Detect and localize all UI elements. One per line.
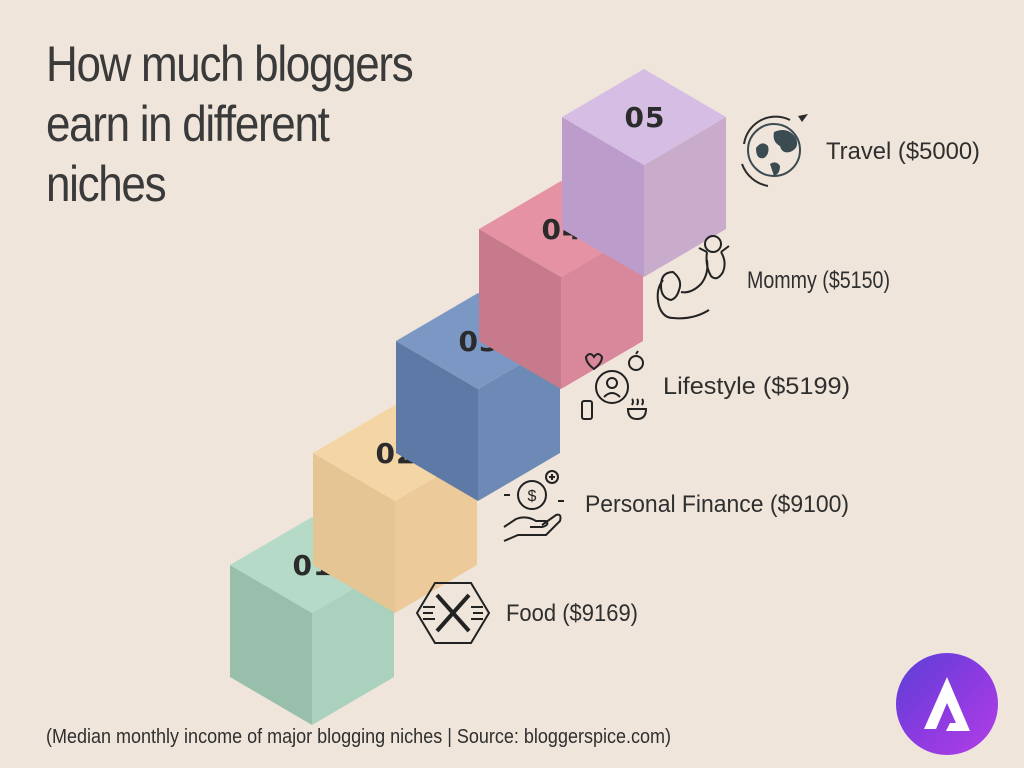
fork-knife-icon	[415, 582, 491, 644]
step-cube-03: 03	[396, 293, 560, 501]
source-note: (Median monthly income of major blogging…	[46, 726, 671, 748]
niche-icons: $	[415, 114, 808, 644]
step-number: 05	[625, 101, 666, 134]
cube-left-face	[230, 565, 312, 725]
cube-left-face	[396, 341, 478, 501]
step-cube-05: 05	[562, 69, 726, 277]
cube-left-face	[479, 229, 561, 389]
cube-top-face	[562, 69, 726, 165]
niche-label: Travel ($5000)	[826, 138, 980, 165]
globe-plane-icon	[741, 114, 808, 187]
niche-label: Mommy ($5150)	[747, 267, 890, 294]
cube-right-face	[312, 565, 394, 725]
cube-right-face	[561, 229, 643, 389]
svg-text:$: $	[528, 488, 537, 505]
lifestyle-icon	[581, 350, 648, 421]
cube-left-face	[313, 453, 395, 613]
cube-right-face	[478, 341, 560, 501]
money-hand-icon: $	[503, 470, 564, 542]
niche-label: Lifestyle ($5199)	[663, 373, 850, 400]
mother-child-icon	[656, 235, 730, 320]
cube-right-face	[395, 453, 477, 613]
cube-left-face	[562, 117, 644, 277]
astra-logo-icon	[924, 677, 970, 731]
chart-title: How much bloggers earn in different nich…	[46, 36, 414, 212]
cube-right-face	[644, 117, 726, 277]
niche-labels: Food ($9169) Personal Finance ($9100) Life…	[506, 138, 980, 627]
niche-label: Food ($9169)	[506, 600, 638, 627]
astra-logo	[896, 653, 998, 755]
niche-label: Personal Finance ($9100)	[585, 491, 849, 518]
